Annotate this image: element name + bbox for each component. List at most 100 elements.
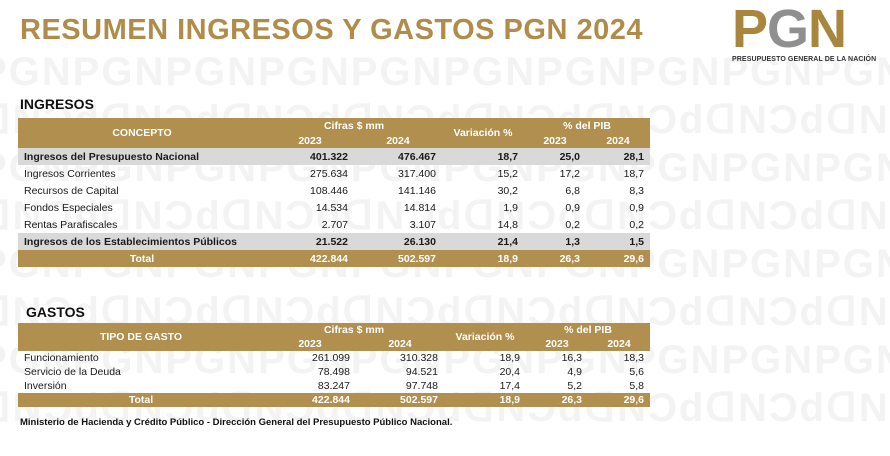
col-header-pib-2024: 2024 — [588, 337, 650, 351]
row-label: Inversión — [24, 380, 67, 392]
page-title: RESUMEN INGRESOS Y GASTOS PGN 2024 — [20, 14, 643, 46]
total-2024: 502.597 — [354, 250, 442, 267]
cell-pib-2023: 1,3 — [524, 233, 586, 250]
cell-2023: 21.522 — [266, 233, 354, 250]
cell-variacion: 18,9 — [499, 352, 520, 364]
logo-letters: PGN — [732, 0, 847, 60]
footer-source: Ministerio de Hacienda y Crédito Público… — [20, 417, 453, 428]
cell-2023: 108.446 — [310, 184, 348, 197]
cell-variacion: 21,4 — [442, 233, 524, 250]
cell-pib-2024: 8,3 — [629, 184, 644, 197]
cell-variacion: 17,4 — [499, 380, 520, 392]
cell-pib-2024: 0,2 — [629, 218, 644, 231]
total-row: Total 422.844 502.597 18,9 26,3 29,6 — [18, 393, 650, 407]
cell-2024: 141.146 — [398, 184, 436, 197]
cell-pib-2024: 28,1 — [586, 148, 650, 165]
row-label: Ingresos del Presupuesto Nacional — [18, 148, 266, 165]
cell-2024: 310.328 — [400, 352, 438, 364]
cell-variacion: 20,4 — [499, 366, 520, 378]
cell-pib-2024: 18,7 — [623, 167, 644, 180]
row-label: Fondos Especiales — [24, 201, 113, 214]
total-2023: 422.844 — [264, 393, 356, 407]
cell-pib-2023: 25,0 — [524, 148, 586, 165]
row-label: Funcionamiento — [24, 352, 99, 364]
table-row: Ingresos de los Establecimientos Público… — [18, 233, 650, 250]
row-label: Recursos de Capital — [24, 184, 119, 197]
cell-pib-2024: 1,5 — [586, 233, 650, 250]
table-row: Inversión 83.247 97.748 17,4 5,2 5,8 — [18, 379, 650, 393]
logo-letter-n: N — [808, 0, 847, 59]
cell-variacion: 14,8 — [497, 218, 518, 231]
row-label: Rentas Parafiscales — [24, 218, 118, 231]
col-header-tipo: TIPO DE GASTO — [18, 323, 264, 351]
cell-2024: 26.130 — [354, 233, 442, 250]
cell-2024: 94.521 — [405, 366, 438, 378]
cell-pib-2023: 16,3 — [561, 352, 582, 364]
col-header-pib: % del PIB — [526, 323, 650, 337]
cell-pib-2024: 18,3 — [623, 352, 644, 364]
col-header-pib-2023: 2023 — [524, 133, 586, 148]
total-pib-2024: 29,6 — [586, 250, 650, 267]
total-2023: 422.844 — [266, 250, 354, 267]
col-header-pib-2023: 2023 — [526, 337, 588, 351]
total-variacion: 18,9 — [444, 393, 526, 407]
row-label: Ingresos Corrientes — [24, 167, 116, 180]
cell-2023: 78.498 — [317, 366, 350, 378]
table-row: Funcionamiento 261.099 310.328 18,9 16,3… — [18, 351, 650, 365]
col-header-cifras: Cifras $ mm — [264, 323, 444, 337]
col-header-concepto: CONCEPTO — [18, 118, 266, 148]
gastos-section-title: GASTOS — [26, 304, 85, 320]
row-label: Servicio de la Deuda — [24, 366, 121, 378]
cell-pib-2023: 0,9 — [565, 201, 580, 214]
col-header-variacion: Variación % — [444, 323, 526, 351]
cell-2023: 2.707 — [321, 218, 348, 231]
cell-pib-2023: 17,2 — [559, 167, 580, 180]
table-row: Fondos Especiales 14.534 14.814 1,9 0,9 … — [18, 199, 650, 216]
cell-2024: 476.467 — [354, 148, 442, 165]
row-label: Ingresos de los Establecimientos Público… — [18, 233, 266, 250]
total-pib-2024: 29,6 — [588, 393, 650, 407]
gastos-table: TIPO DE GASTO Cifras $ mm Variación % % … — [18, 323, 650, 407]
table-row: Servicio de la Deuda 78.498 94.521 20,4 … — [18, 365, 650, 379]
total-label: Total — [18, 250, 266, 267]
table-row: Ingresos Corrientes 275.634 317.400 15,2… — [18, 165, 650, 182]
total-pib-2023: 26,3 — [526, 393, 588, 407]
cell-pib-2024: 5,6 — [629, 366, 644, 378]
cell-2023: 261.099 — [312, 352, 350, 364]
total-pib-2023: 26,3 — [524, 250, 586, 267]
cell-pib-2024: 0,9 — [629, 201, 644, 214]
col-header-2023: 2023 — [264, 337, 356, 351]
cell-2023: 401.322 — [266, 148, 354, 165]
cell-2024: 3.107 — [409, 218, 436, 231]
cell-pib-2024: 5,8 — [629, 380, 644, 392]
cell-pib-2023: 0,2 — [565, 218, 580, 231]
col-header-cifras: Cifras $ mm — [266, 118, 442, 133]
logo-letter-p: P — [732, 0, 768, 59]
table-row: Ingresos del Presupuesto Nacional 401.32… — [18, 148, 650, 165]
cell-variacion: 15,2 — [497, 167, 518, 180]
col-header-pib-2024: 2024 — [586, 133, 650, 148]
cell-variacion: 18,7 — [442, 148, 524, 165]
table-row: Rentas Parafiscales 2.707 3.107 14,8 0,2… — [18, 216, 650, 233]
total-label: Total — [18, 393, 264, 407]
cell-2024: 14.814 — [403, 201, 436, 214]
total-row: Total 422.844 502.597 18,9 26,3 29,6 — [18, 250, 650, 267]
cell-variacion: 30,2 — [497, 184, 518, 197]
cell-2024: 317.400 — [398, 167, 436, 180]
col-header-2023: 2023 — [266, 133, 354, 148]
col-header-pib: % del PIB — [524, 118, 650, 133]
cell-pib-2023: 5,2 — [567, 380, 582, 392]
cell-2023: 14.534 — [315, 201, 348, 214]
col-header-2024: 2024 — [356, 337, 444, 351]
col-header-variacion: Variación % — [442, 118, 524, 148]
cell-2023: 275.634 — [310, 167, 348, 180]
table-row: Recursos de Capital 108.446 141.146 30,2… — [18, 182, 650, 199]
logo-letter-g: G — [767, 0, 809, 59]
cell-pib-2023: 4,9 — [567, 366, 582, 378]
cell-2023: 83.247 — [317, 380, 350, 392]
cell-2024: 97.748 — [405, 380, 438, 392]
cell-variacion: 1,9 — [503, 201, 518, 214]
ingresos-section-title: INGRESOS — [20, 96, 94, 112]
col-header-2024: 2024 — [354, 133, 442, 148]
cell-pib-2023: 6,8 — [565, 184, 580, 197]
